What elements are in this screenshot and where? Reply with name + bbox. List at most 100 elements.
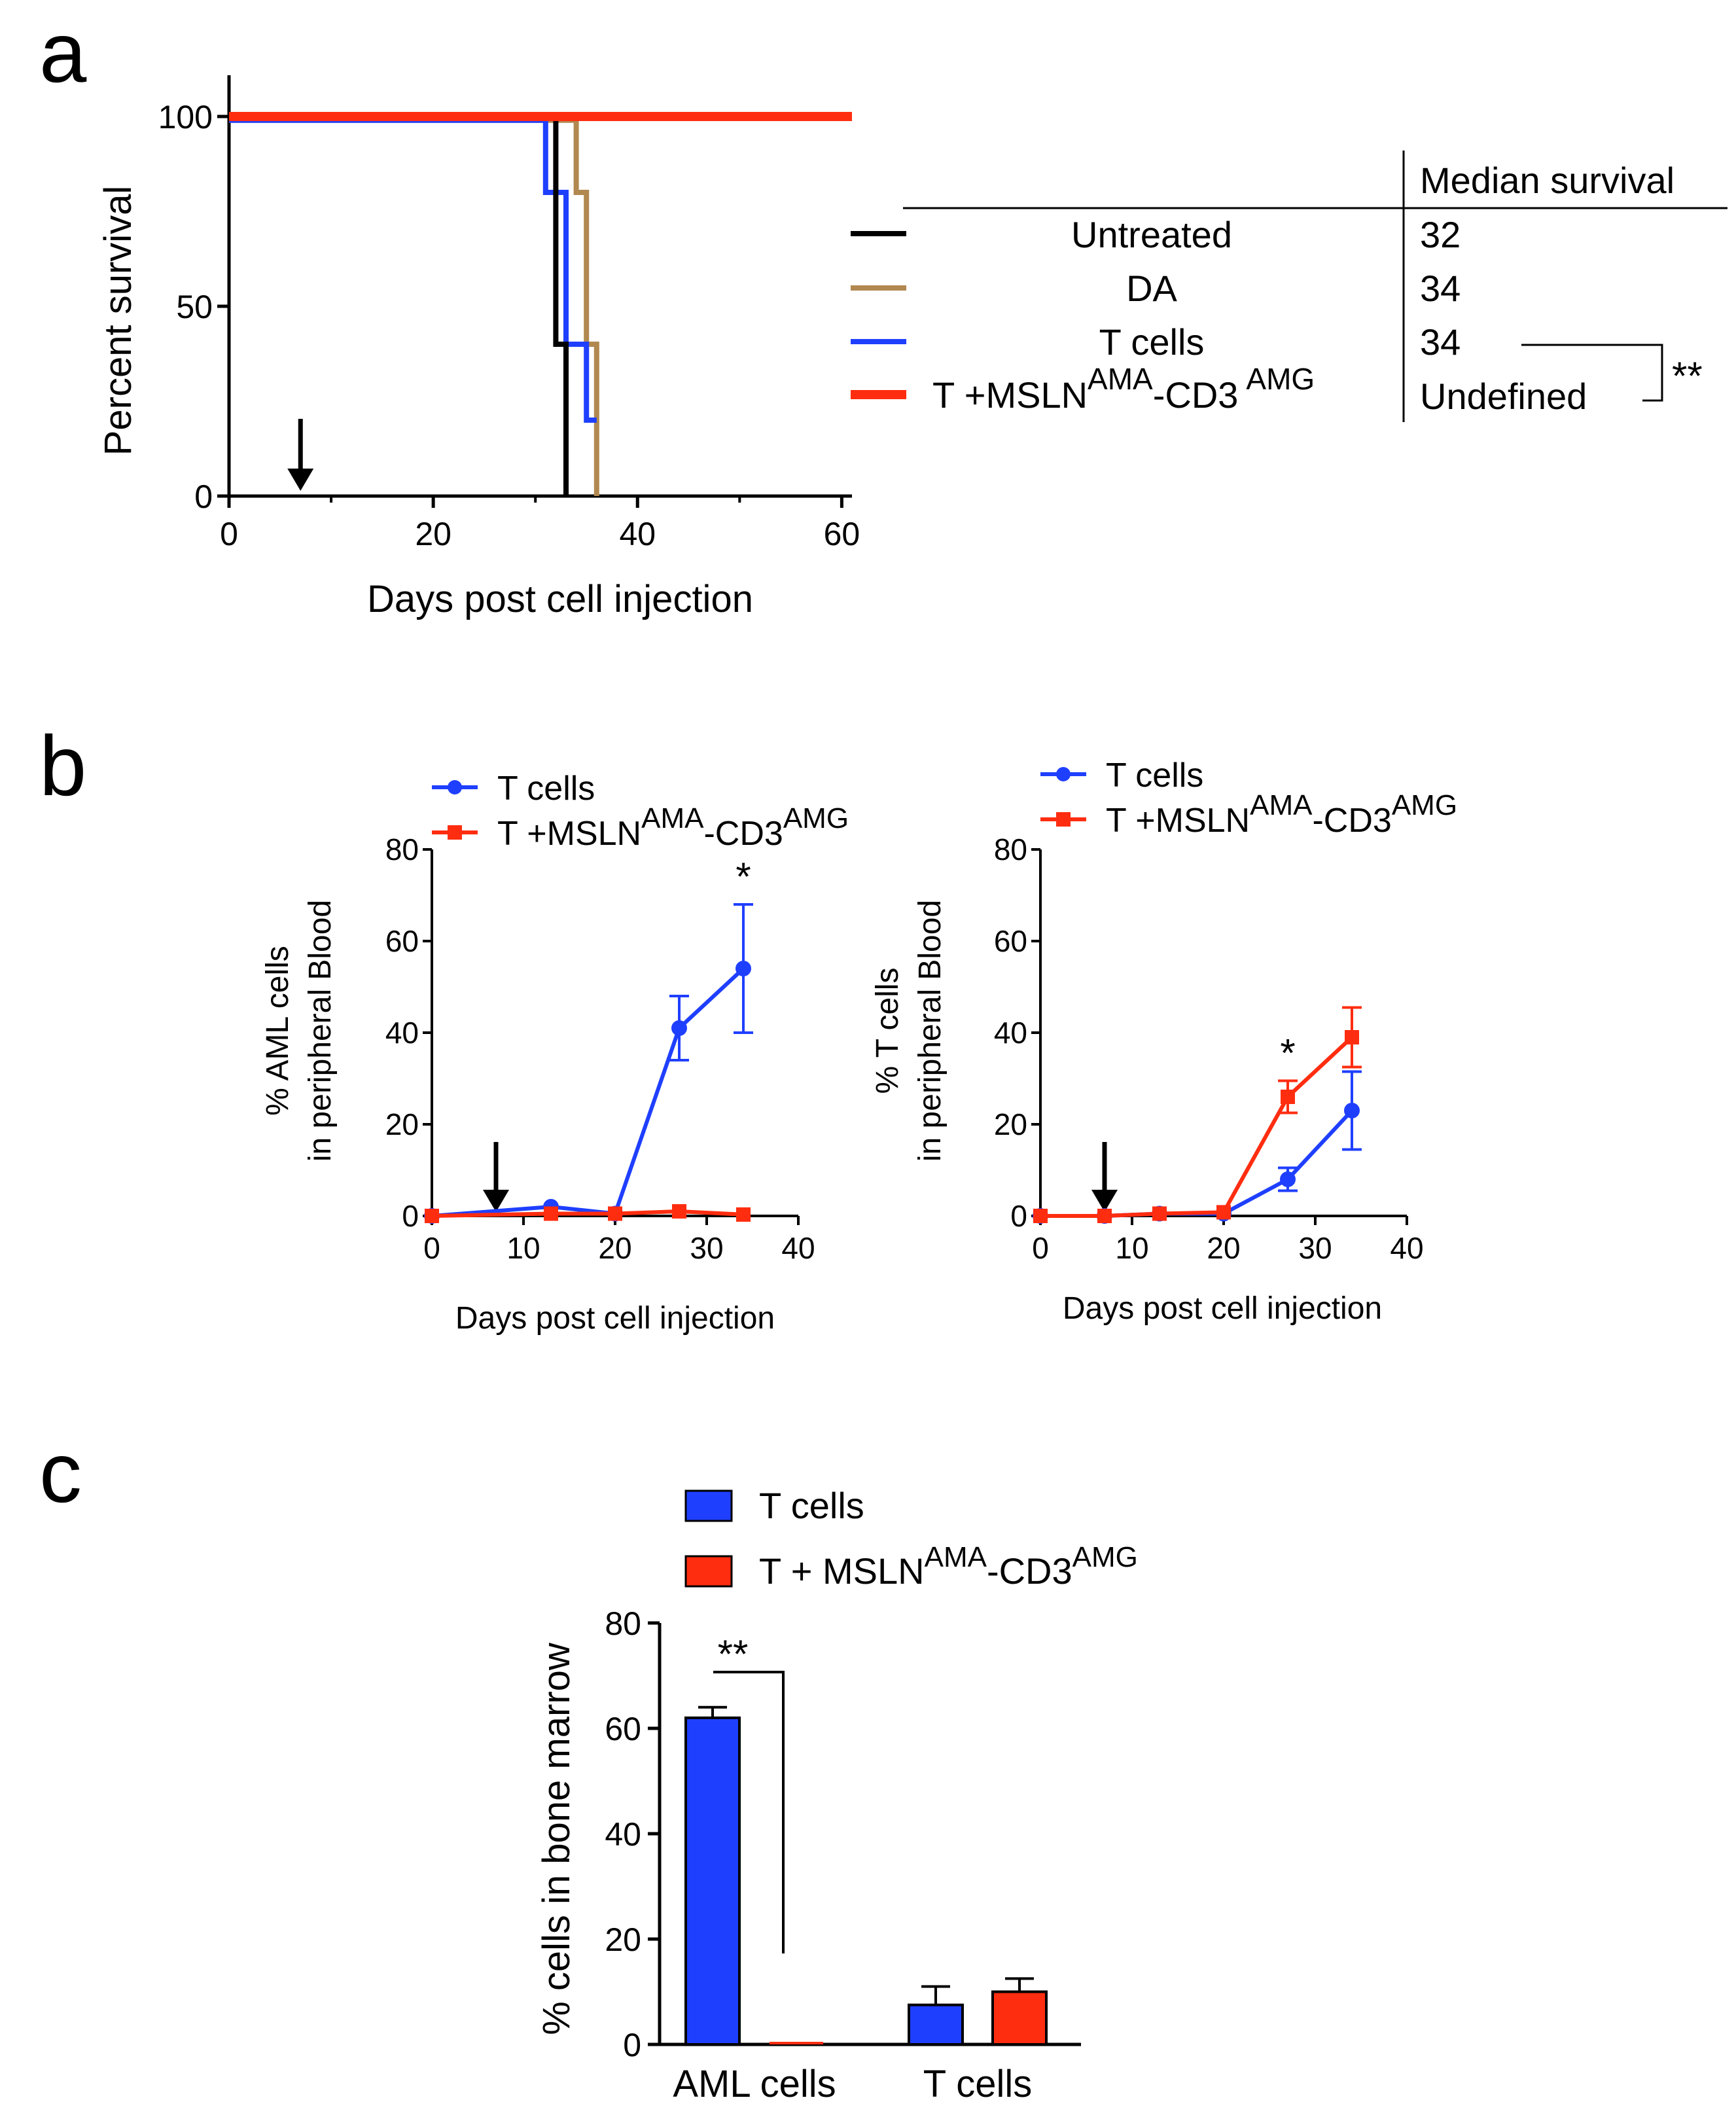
- panel-b-right-y-axis-title-line1: % T cells: [870, 968, 905, 1094]
- significance-bracket: [713, 1671, 785, 1953]
- y-tick-label: 60: [994, 924, 1027, 958]
- legend-label-t-cells: T cells: [497, 770, 595, 808]
- panel-a-y-axis-title: Percent survival: [97, 186, 139, 456]
- x-tick-label: 40: [1390, 1231, 1423, 1265]
- data-point-t-mslncd3: [1097, 1209, 1112, 1223]
- panel-b-right-legend: T cells T +MSLNAMA-CD3AMG: [1040, 757, 1457, 840]
- table-value-t-mslncd3: Undefined: [1420, 376, 1587, 417]
- y-tick-label: 40: [385, 1016, 419, 1050]
- y-tick-label: 60: [385, 924, 419, 958]
- y-tick-label: 40: [994, 1016, 1027, 1050]
- x-tick-label: 40: [619, 516, 656, 552]
- x-tick-label: 0: [220, 516, 238, 552]
- significance-marker: *: [1280, 1031, 1295, 1075]
- panel-a-series-lines: [229, 112, 852, 496]
- legend-swatch-t-cells: [684, 1489, 733, 1522]
- panel-a-survival-chart: 0 20 40 60 0 50 100 Days post cell injection P…: [97, 75, 1727, 620]
- legend-marker-circle: [448, 780, 462, 794]
- x-tick-label: 20: [1207, 1231, 1240, 1265]
- y-tick-label: 20: [994, 1107, 1027, 1141]
- data-point-t-mslncd3: [1033, 1209, 1048, 1223]
- panel-b-left-y-axis-title-line2: in peripheral Blood: [303, 900, 338, 1162]
- y-tick-label: 0: [194, 478, 213, 515]
- y-tick-label: 20: [385, 1107, 419, 1141]
- significance-marker: **: [718, 1632, 749, 1676]
- survival-line-untreated: [229, 114, 569, 496]
- panel-b-right-axes: 0 10 20 30 40 0 20 40 60 80: [994, 832, 1424, 1265]
- panel-b-left-series: *: [424, 855, 753, 1224]
- significance-marker: *: [735, 855, 751, 899]
- x-tick-label: 20: [415, 516, 452, 552]
- panel-b-right-t-blood-chart: 0 10 20 30 40 0 20 40 60 80 * Days post cell inje…: [870, 757, 1457, 1326]
- legend-label-untreated: Untreated: [1071, 214, 1232, 255]
- x-tick-label: 20: [598, 1231, 631, 1265]
- bar-t-mslncd3: [991, 1990, 1048, 2046]
- data-point-t-cells: [1280, 1171, 1296, 1187]
- data-point-t-cells: [671, 1020, 687, 1036]
- legend-marker-square: [448, 825, 462, 840]
- panel-b-right-x-axis-title: Days post cell injection: [1063, 1291, 1382, 1326]
- y-tick-label: 80: [385, 832, 419, 866]
- x-category-label: AML cells: [673, 2063, 836, 2105]
- data-point-t-mslncd3: [1281, 1090, 1295, 1104]
- legend-label-t-cells: T cells: [1099, 321, 1205, 363]
- panel-c-axes: 0 20 40 60 80 AML cells T cells: [605, 1605, 1081, 2105]
- survival-line-t-cells: [229, 117, 597, 423]
- y-tick-label: 80: [994, 832, 1027, 866]
- legend-label-t-cells: T cells: [759, 1485, 864, 1526]
- y-tick-label: 40: [605, 1816, 641, 1853]
- data-point-t-mslncd3: [425, 1209, 439, 1223]
- y-tick-label: 50: [176, 289, 213, 325]
- treatment-arrow-icon: [483, 1142, 509, 1212]
- table-value-untreated: 32: [1420, 214, 1461, 255]
- panel-letter-b: b: [39, 718, 86, 813]
- legend-label-da: DA: [1126, 268, 1177, 309]
- survival-line-da: [229, 117, 599, 496]
- data-point-t-mslncd3: [1216, 1205, 1231, 1220]
- significance-bracket: [1521, 344, 1663, 402]
- panel-letter-a: a: [39, 5, 87, 100]
- y-tick-label: 80: [605, 1605, 641, 1642]
- panel-b-right-series: *: [1033, 1006, 1362, 1224]
- significance-marker: **: [1672, 354, 1703, 398]
- legend-label-t-mslncd3: T + MSLNAMA-CD3AMG: [759, 1541, 1138, 1592]
- panel-c-bars: [684, 1705, 1048, 2046]
- panel-c-bone-marrow-bar-chart: 0 20 40 60 80 AML cells T cells % cells in bon…: [535, 1485, 1138, 2105]
- series-line-t-mslncd3: [1040, 1035, 1354, 1218]
- table-value-da: 34: [1420, 268, 1461, 309]
- legend-marker-square: [1056, 812, 1071, 827]
- data-point-t-mslncd3: [544, 1206, 558, 1221]
- panel-b-left-legend: T cells T +MSLNAMA-CD3AMG: [432, 770, 849, 853]
- x-tick-label: 60: [824, 516, 860, 552]
- series-line-t-cells: [431, 967, 745, 1218]
- panel-a-axes: 0 20 40 60 0 50 100: [158, 75, 860, 552]
- table-header: Median survival: [1420, 160, 1674, 201]
- legend-label-t-cells: T cells: [1106, 757, 1203, 794]
- series-line-t-cells: [1040, 1109, 1354, 1218]
- y-tick-label: 0: [1010, 1199, 1027, 1233]
- x-tick-label: 0: [1032, 1231, 1049, 1265]
- data-point-t-mslncd3: [1345, 1030, 1359, 1044]
- panel-a-legend-table: Median survival Untreated 32 DA 34 T cel…: [851, 151, 1727, 422]
- y-tick-label: 0: [402, 1199, 419, 1233]
- x-tick-label: 30: [690, 1231, 723, 1265]
- arrow-head: [287, 469, 314, 491]
- y-tick-label: 60: [605, 1711, 641, 1747]
- data-point-t-mslncd3: [672, 1204, 686, 1219]
- data-point-t-cells: [735, 961, 751, 976]
- x-tick-label: 10: [1115, 1231, 1148, 1265]
- panel-b-left-y-axis-title-line1: % AML cells: [260, 946, 295, 1116]
- panel-b-left-aml-blood-chart: 0 10 20 30 40 0 20 40 60 80 * Days post cell inje…: [260, 770, 849, 1336]
- table-value-t-cells: 34: [1420, 321, 1461, 363]
- panel-a-x-axis-title: Days post cell injection: [367, 578, 753, 620]
- legend-label-t-mslncd3: T +MSLNAMA-CD3AMG: [1106, 789, 1457, 840]
- x-tick-label: 10: [506, 1231, 540, 1265]
- x-tick-label: 0: [423, 1231, 440, 1265]
- x-tick-label: 30: [1298, 1231, 1332, 1265]
- arrow-head: [1091, 1190, 1118, 1212]
- data-point-t-mslncd3: [736, 1207, 751, 1222]
- data-point-t-mslncd3: [1152, 1206, 1167, 1221]
- arrow-head: [483, 1190, 509, 1212]
